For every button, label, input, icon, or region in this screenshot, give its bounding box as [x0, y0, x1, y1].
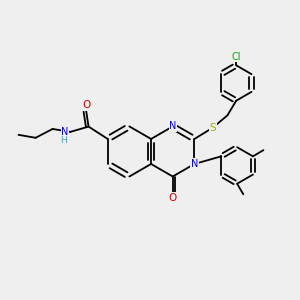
Text: N: N [61, 127, 69, 137]
Text: N: N [191, 159, 198, 169]
Text: H: H [61, 136, 67, 145]
Text: N: N [169, 122, 176, 131]
Text: S: S [209, 123, 216, 133]
Text: Cl: Cl [232, 52, 241, 61]
Text: O: O [82, 100, 90, 110]
Text: O: O [169, 193, 177, 203]
